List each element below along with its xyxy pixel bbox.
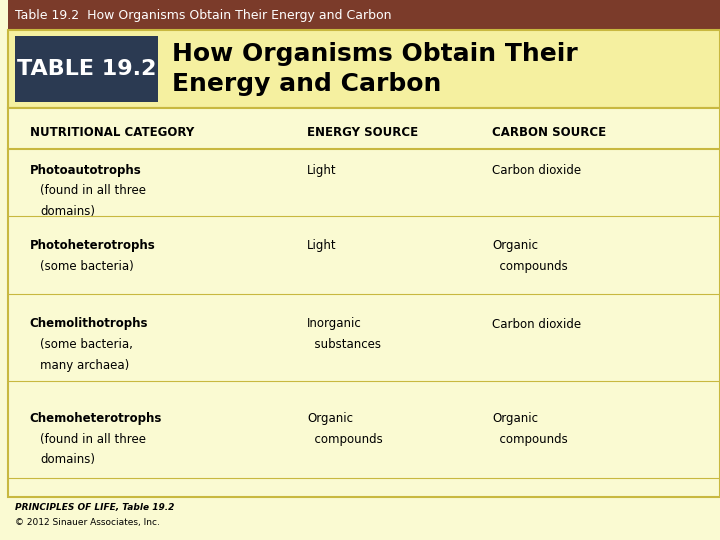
Text: Chemoheterotrophs: Chemoheterotrophs bbox=[30, 412, 162, 425]
Text: © 2012 Sinauer Associates, Inc.: © 2012 Sinauer Associates, Inc. bbox=[15, 518, 161, 526]
Text: ENERGY SOURCE: ENERGY SOURCE bbox=[307, 126, 418, 139]
Text: (some bacteria): (some bacteria) bbox=[40, 260, 134, 273]
Text: compounds: compounds bbox=[492, 433, 568, 446]
FancyBboxPatch shape bbox=[9, 0, 720, 30]
Text: Carbon dioxide: Carbon dioxide bbox=[492, 164, 581, 177]
FancyBboxPatch shape bbox=[9, 108, 720, 497]
Text: Carbon dioxide: Carbon dioxide bbox=[492, 318, 581, 330]
Text: TABLE 19.2: TABLE 19.2 bbox=[17, 59, 156, 79]
Text: CARBON SOURCE: CARBON SOURCE bbox=[492, 126, 606, 139]
Text: PRINCIPLES OF LIFE, Table 19.2: PRINCIPLES OF LIFE, Table 19.2 bbox=[15, 503, 175, 512]
Text: How Organisms Obtain Their
Energy and Carbon: How Organisms Obtain Their Energy and Ca… bbox=[172, 42, 577, 96]
FancyBboxPatch shape bbox=[9, 30, 720, 108]
Text: (found in all three: (found in all three bbox=[40, 184, 146, 197]
Text: domains): domains) bbox=[40, 453, 95, 466]
Text: (found in all three: (found in all three bbox=[40, 433, 146, 446]
Text: Organic: Organic bbox=[492, 239, 539, 252]
Text: (some bacteria,: (some bacteria, bbox=[40, 338, 133, 351]
Text: Photoheterotrophs: Photoheterotrophs bbox=[30, 239, 156, 252]
Text: Table 19.2  How Organisms Obtain Their Energy and Carbon: Table 19.2 How Organisms Obtain Their En… bbox=[15, 9, 392, 22]
Text: Chemolithotrophs: Chemolithotrophs bbox=[30, 318, 148, 330]
Text: domains): domains) bbox=[40, 205, 95, 218]
Text: Inorganic: Inorganic bbox=[307, 318, 362, 330]
Text: many archaea): many archaea) bbox=[40, 359, 130, 372]
Text: Light: Light bbox=[307, 164, 337, 177]
Text: compounds: compounds bbox=[307, 433, 383, 446]
Text: Organic: Organic bbox=[492, 412, 539, 425]
Text: NUTRITIONAL CATEGORY: NUTRITIONAL CATEGORY bbox=[30, 126, 194, 139]
Text: Photoautotrophs: Photoautotrophs bbox=[30, 164, 141, 177]
FancyBboxPatch shape bbox=[15, 36, 158, 102]
Text: Organic: Organic bbox=[307, 412, 354, 425]
Text: substances: substances bbox=[307, 338, 381, 351]
Text: Light: Light bbox=[307, 239, 337, 252]
Text: compounds: compounds bbox=[492, 260, 568, 273]
